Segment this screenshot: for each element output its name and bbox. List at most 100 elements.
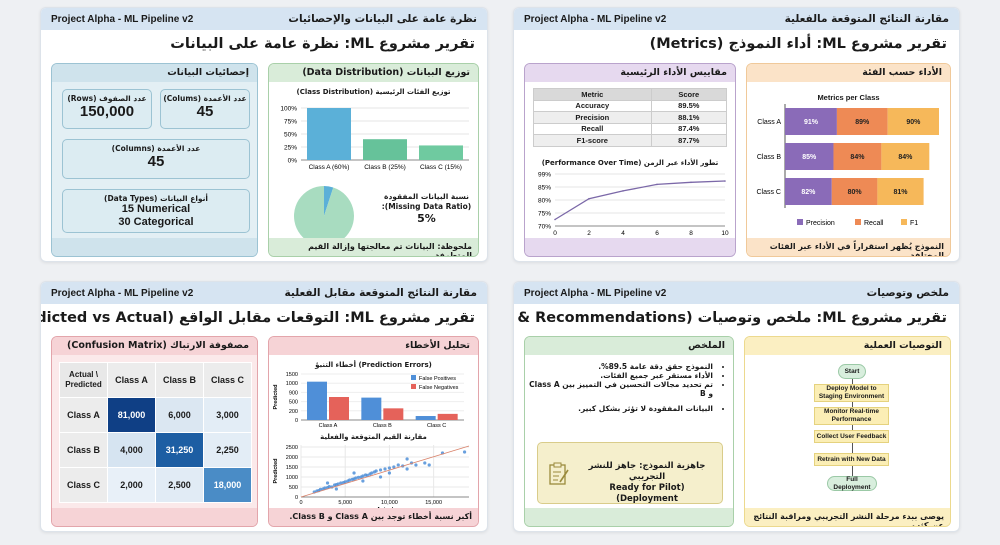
x-tick-label: Class C bbox=[427, 423, 446, 429]
scatter-point bbox=[405, 457, 409, 461]
scatter-point bbox=[343, 480, 347, 484]
panel-body: توزيع الفئات الرئيسية (Class Distributio… bbox=[269, 82, 478, 246]
series-line bbox=[554, 180, 726, 221]
clipboard-icon bbox=[549, 462, 569, 485]
metric-score: 89.5% bbox=[650, 99, 728, 112]
corner-actual: Actual \ bbox=[69, 370, 98, 379]
y-tick-label: 2500 bbox=[286, 445, 298, 451]
card-header-title: ملخص وتوصيات bbox=[866, 287, 949, 299]
cell: 31,250 bbox=[155, 432, 204, 468]
y-tick-label: 1500 bbox=[286, 372, 298, 378]
stat-value: 15 Numerical bbox=[121, 203, 191, 215]
cell: 4,000 bbox=[107, 432, 156, 468]
cell: 18,000 bbox=[203, 467, 252, 503]
stat-value: 45 bbox=[196, 103, 214, 120]
readiness-text: جاهزية النموذج: جاهز للنشر التجريبي (Rea… bbox=[578, 461, 716, 505]
scatter-point bbox=[361, 479, 365, 483]
bar-segment bbox=[836, 108, 888, 135]
predicted-vs-actual-scatter: 0 500 1000 1500 2000 2500 0 5,000 10,000 15,000 Pr… bbox=[273, 445, 470, 513]
legend-swatch bbox=[411, 384, 416, 389]
flow-arrow bbox=[852, 379, 853, 384]
table-row: Recall 87.4% bbox=[533, 122, 728, 135]
panel-footer bbox=[52, 238, 257, 256]
cell: 81,000 bbox=[107, 397, 156, 433]
recommendations-panel: التوصيات العملية Start Deploy Model to S… bbox=[744, 336, 951, 527]
bar-segment bbox=[881, 143, 930, 170]
x-tick-label: 6 bbox=[655, 230, 659, 237]
stat-value: 45 bbox=[147, 153, 165, 170]
data-label: 80% bbox=[848, 189, 863, 196]
y-tick-label: 0% bbox=[288, 158, 298, 165]
panel-title: توزيع البيانات (Data Distribution) bbox=[269, 64, 478, 82]
card-header: Project Alpha - ML Pipeline v2 ملخص وتوص… bbox=[514, 282, 959, 304]
metric-score: 88.1% bbox=[650, 111, 728, 124]
stat-value: 150,000 bbox=[79, 103, 135, 120]
table-row: Accuracy 89.5% bbox=[533, 99, 728, 112]
y-tick-label: 2000 bbox=[286, 455, 298, 461]
colums-stat: عدد الأعمدة (Colums) 45 bbox=[160, 89, 250, 129]
x-tick-label: 10 bbox=[721, 230, 729, 237]
panel-title: الملخص bbox=[525, 337, 733, 355]
y-tick-label: 25% bbox=[284, 145, 297, 152]
x-tick-label: Class A (60%) bbox=[309, 164, 350, 171]
x-tick-label: 0 bbox=[299, 500, 302, 506]
table-row: Class C 2,000 2,500 18,000 bbox=[59, 467, 252, 503]
y-tick-label: 1500 bbox=[286, 465, 298, 471]
scatter-point bbox=[378, 475, 383, 479]
summary-item: النموذج حقق دقة عامة 89.5%. bbox=[529, 362, 713, 371]
table-row: Class B 4,000 31,250 2,250 bbox=[59, 432, 252, 468]
y-tick-label: 80% bbox=[538, 198, 551, 205]
legend-label: False Negatives bbox=[419, 385, 459, 391]
data-point bbox=[690, 181, 692, 184]
project-name: Project Alpha - ML Pipeline v2 bbox=[524, 287, 667, 299]
card-header-title: مقارنة النتائج المتوقعة مالفعلية bbox=[784, 13, 949, 25]
scatter-point bbox=[427, 463, 431, 467]
data-label: 85% bbox=[802, 154, 817, 161]
cell: 2,250 bbox=[203, 432, 252, 468]
readiness-en: (Ready for Pilot Deployment) bbox=[609, 483, 685, 504]
y-tick-label: 0 bbox=[295, 418, 298, 424]
page-title: تقرير مشروع ML: أداء النموذج (Metrics) bbox=[649, 36, 947, 52]
scatter-point bbox=[374, 469, 378, 473]
data-point bbox=[588, 197, 590, 200]
bar bbox=[437, 413, 458, 420]
card-model-metrics: Project Alpha - ML Pipeline v2 مقارنة ال… bbox=[513, 7, 960, 262]
scatter-point bbox=[392, 465, 396, 469]
bar-segment bbox=[877, 178, 924, 205]
scatter-point bbox=[423, 461, 427, 465]
project-name: Project Alpha - ML Pipeline v2 bbox=[51, 13, 194, 25]
flow-arrow bbox=[852, 466, 853, 476]
y-tick-label: 99% bbox=[538, 172, 551, 179]
page-title: تقرير مشروع ML: التوقعات مقابل الواقع (P… bbox=[41, 310, 475, 326]
card-header: Project Alpha - ML Pipeline v2 مقارنة ال… bbox=[41, 282, 487, 304]
metric-name: Recall bbox=[533, 122, 652, 135]
distribution-panel: توزيع البيانات (Data Distribution) توزيع… bbox=[268, 63, 479, 257]
bar-segment bbox=[785, 178, 832, 205]
metric-score: 87.7% bbox=[650, 134, 728, 147]
row-header: Class B bbox=[59, 432, 108, 468]
legend-label: Recall bbox=[864, 220, 884, 227]
confusion-matrix: Actual \ Predicted Class A Class B Class … bbox=[59, 362, 252, 503]
flow-step: Retrain with New Data bbox=[814, 453, 889, 466]
scatter-point bbox=[387, 466, 392, 470]
x-tick-label: 5,000 bbox=[338, 500, 352, 506]
panel-title: التوصيات العملية bbox=[745, 337, 950, 355]
flow-arrow bbox=[852, 425, 853, 430]
x-tick-label: Class B bbox=[373, 423, 392, 429]
data-label: 82% bbox=[801, 189, 816, 196]
y-tick-label: Class C bbox=[756, 189, 781, 196]
panel-footer bbox=[525, 508, 733, 526]
performance-line-chart: 70% 75% 80% 85% 99% 0 2 4 6 8 10 bbox=[538, 172, 729, 238]
scatter-point bbox=[348, 478, 352, 482]
page-title: تقرير مشروع ML: نظرة عامة على البيانات bbox=[170, 36, 475, 52]
scatter-point bbox=[356, 475, 361, 479]
legend-swatch bbox=[855, 219, 861, 225]
y-tick-label: 100% bbox=[280, 106, 297, 113]
panel-note: يوصى ببدء مرحلة النشر التجريبي ومراقبة ا… bbox=[745, 508, 950, 526]
stat-label: أنواع البيانات (Data Types) bbox=[104, 194, 208, 203]
missing-data-label: نسبة البيانات المفقودة (Missing Data Rat… bbox=[379, 192, 474, 224]
chart-title: Metrics per Class bbox=[817, 93, 880, 102]
col-header: Class B bbox=[155, 362, 204, 398]
rows-stat: عدد الصفوف (Rows) 150,000 bbox=[62, 89, 152, 129]
y-tick-label: 500 bbox=[289, 400, 298, 406]
